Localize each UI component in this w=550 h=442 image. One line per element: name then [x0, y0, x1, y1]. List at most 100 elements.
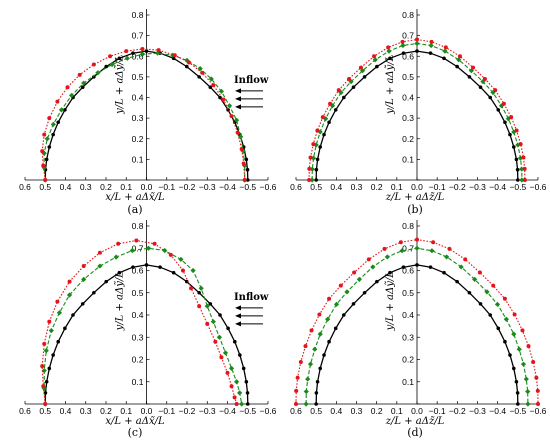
data-point	[362, 290, 367, 295]
data-point	[81, 276, 87, 282]
y-tick-label: 0.7	[132, 31, 144, 41]
data-point	[415, 49, 419, 53]
data-point	[152, 241, 157, 246]
data-point	[488, 95, 493, 100]
data-point	[317, 312, 322, 317]
data-point	[219, 355, 224, 360]
data-point	[239, 401, 245, 407]
x-tick-label: −0.2	[179, 182, 196, 192]
y-tick-label: 0.8	[402, 221, 414, 231]
inflow-arrowhead	[235, 88, 241, 94]
data-point	[457, 54, 462, 59]
data-point	[388, 56, 392, 61]
data-point	[372, 57, 378, 63]
data-point	[197, 66, 203, 72]
data-point	[344, 289, 350, 295]
data-point	[245, 391, 250, 395]
data-point	[508, 353, 512, 357]
x-axis-label: z/L + aΔz̃/L	[385, 192, 445, 203]
data-point	[43, 348, 49, 354]
data-point	[139, 51, 146, 57]
x-tick-label: 0.4	[60, 182, 72, 192]
data-point	[314, 178, 318, 182]
data-point	[314, 167, 319, 172]
data-point	[351, 85, 356, 89]
data-point	[429, 39, 434, 44]
x-tick-label: −0.1	[429, 406, 446, 416]
y-tick-label: 0.1	[132, 154, 144, 164]
data-point	[187, 60, 192, 65]
data-point	[104, 64, 109, 69]
x-tick-label: −0.1	[158, 182, 175, 192]
y-tick-label: 0.3	[132, 113, 144, 123]
data-point	[484, 289, 490, 295]
data-point	[162, 247, 168, 254]
data-point	[47, 319, 52, 324]
x-tick-label: −0.5	[239, 182, 256, 192]
data-point	[496, 326, 501, 331]
data-point	[44, 379, 49, 384]
x-tick-label: 0.1	[120, 406, 132, 416]
inflow-arrowhead	[235, 104, 241, 110]
data-point	[315, 157, 320, 162]
x-tick-label: −0.3	[199, 182, 216, 192]
data-point	[56, 339, 61, 344]
data-point	[314, 391, 319, 395]
data-point	[229, 384, 234, 389]
data-point	[239, 147, 244, 152]
data-point	[204, 303, 210, 309]
panel-b: 0.6 0.5 0.4 0.3 0.2 0.1 0.0 −0.1 −0.2 −0.3 −0.4 −0.…	[290, 9, 547, 216]
data-point	[428, 51, 433, 55]
data-point	[512, 312, 517, 317]
data-point	[50, 121, 56, 127]
data-point	[386, 45, 391, 50]
data-point	[309, 328, 314, 333]
data-point	[234, 402, 239, 406]
data-point	[140, 47, 145, 52]
data-point	[358, 65, 363, 70]
x-tick-label: −0.5	[239, 406, 256, 416]
data-point	[213, 339, 218, 344]
data-point	[108, 54, 113, 59]
data-point	[40, 149, 45, 154]
x-tick-label: −0.2	[449, 406, 466, 416]
data-point	[117, 270, 122, 275]
data-point	[333, 301, 340, 307]
data-point	[347, 76, 352, 81]
data-point	[400, 39, 405, 44]
data-point	[522, 178, 527, 182]
data-point	[384, 254, 390, 260]
data-point	[502, 296, 507, 301]
data-point	[131, 265, 135, 269]
data-point	[307, 166, 312, 171]
y-tick-label: 0.7	[402, 31, 414, 41]
panel-label: (a)	[127, 203, 142, 216]
data-point	[318, 366, 323, 371]
data-point	[315, 379, 320, 384]
data-point	[172, 53, 177, 58]
data-point	[455, 279, 459, 284]
data-point	[512, 145, 516, 149]
data-point	[184, 279, 189, 284]
data-point	[208, 302, 213, 306]
x-axis-label: x/L + aΔx̃/L	[105, 192, 165, 203]
data-point	[81, 80, 87, 86]
data-point	[444, 254, 450, 260]
panel-d: 0.6 0.5 0.4 0.3 0.2 0.1 0.0 −0.1 −0.2 −0.3 −0.4 −0.…	[290, 220, 547, 439]
x-tick-label: 0.0	[141, 182, 153, 192]
data-point	[519, 166, 525, 172]
data-point	[241, 366, 246, 371]
data-point	[399, 248, 405, 254]
data-point	[322, 353, 326, 357]
x-tick-label: −0.2	[179, 406, 196, 416]
data-point	[145, 245, 152, 251]
data-point	[520, 328, 525, 333]
data-point	[307, 361, 314, 367]
data-point	[496, 108, 501, 112]
data-point	[238, 353, 242, 357]
inflow-arrowhead	[235, 321, 241, 327]
y-axis-label: y/L + aΔỹ/L	[385, 271, 396, 332]
data-point	[237, 390, 243, 396]
inflow-arrowhead	[235, 96, 241, 102]
data-point	[327, 339, 331, 344]
